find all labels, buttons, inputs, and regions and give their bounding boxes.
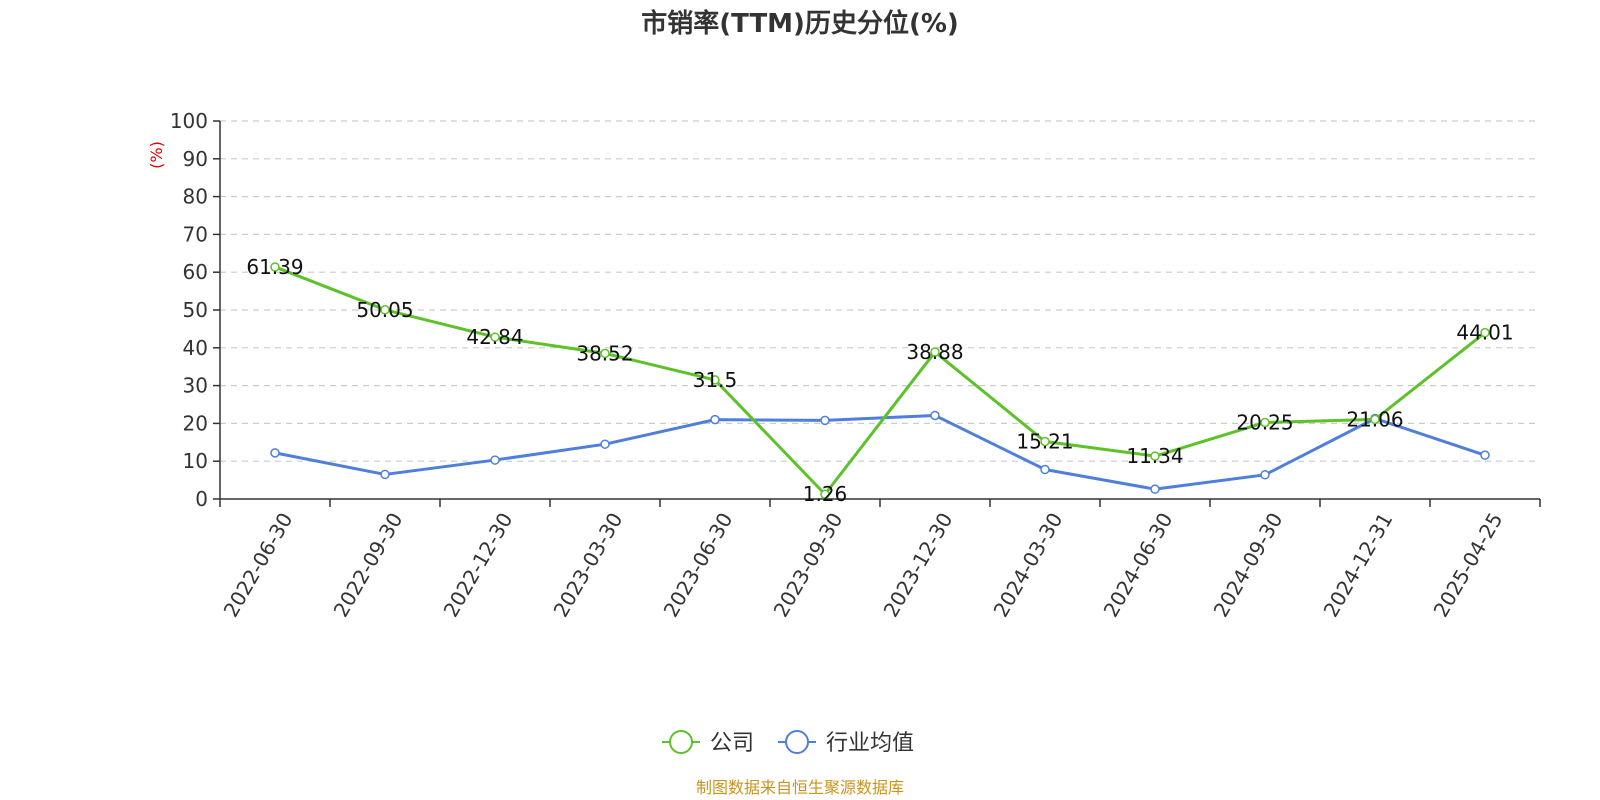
data-point (820, 415, 830, 426)
data-label: 50.05 (356, 298, 413, 322)
legend-label: 行业均值 (826, 731, 914, 756)
data-label: 42.84 (466, 325, 523, 349)
x-tick-label: 2022-06-30 (219, 509, 298, 622)
data-point (1040, 436, 1050, 447)
y-axis-label: (%) (147, 141, 166, 169)
data-point (1480, 327, 1490, 338)
data-point (270, 448, 280, 458)
data-point (710, 414, 720, 425)
series-layer (270, 262, 1490, 499)
x-tick-label: 2024-03-30 (989, 509, 1068, 622)
data-labels: 61.39 50.05 42.84 38.52 31.5 1.26 38.88 15.21 11… (246, 255, 1513, 506)
x-tick-label: 2024-12-31 (1319, 509, 1398, 622)
data-point (710, 375, 720, 385)
x-tick-label: 2022-09-30 (329, 509, 408, 622)
data-label: 20.25 (1236, 410, 1293, 434)
x-tick-label: 2025-04-25 (1429, 509, 1508, 622)
data-label: 21.06 (1346, 407, 1403, 431)
y-tick-label: 0 (195, 487, 208, 511)
x-tick-label: 2024-09-30 (1209, 509, 1288, 622)
y-tick-label: 90 (183, 147, 208, 171)
data-point (1370, 414, 1380, 425)
source-note: 制图数据来自恒生聚源数据库 (696, 778, 904, 797)
y-tick-label: 10 (183, 449, 208, 473)
legend-label: 公司 (710, 731, 754, 756)
legend-marker (785, 730, 810, 754)
data-point (1260, 417, 1270, 428)
axes: 0 10 20 30 40 50 60 70 80 90 100 2022-06-30 2022-09-… (170, 109, 1541, 622)
data-point (820, 489, 830, 499)
data-point (380, 305, 390, 315)
y-tick-label: 30 (183, 374, 208, 398)
data-point (1260, 470, 1270, 480)
y-tick-label: 100 (170, 109, 208, 133)
y-tick-label: 40 (183, 336, 208, 360)
data-label: 31.5 (693, 368, 738, 392)
series-line (274, 265, 1486, 496)
data-point (1150, 451, 1160, 461)
legend: 公司 行业均值 (662, 730, 914, 756)
data-label: 11.34 (1126, 444, 1183, 468)
data-point (270, 262, 280, 272)
data-point (600, 348, 610, 359)
x-tick-label: 2023-09-30 (769, 509, 848, 622)
data-point (1480, 450, 1490, 460)
y-tick-label: 70 (183, 222, 208, 246)
data-point (930, 410, 940, 421)
data-point (1150, 484, 1160, 494)
data-label: 15.21 (1016, 430, 1073, 454)
data-point (380, 469, 390, 480)
data-label: 38.88 (906, 340, 963, 364)
y-tick-label: 80 (183, 185, 208, 209)
data-label: 44.01 (1456, 321, 1513, 345)
series-line (274, 413, 1486, 491)
data-point (1040, 464, 1050, 475)
data-point (490, 332, 500, 342)
data-point (930, 347, 940, 357)
data-point (490, 455, 500, 465)
x-tick-label: 2024-06-30 (1099, 509, 1178, 622)
data-label: 1.26 (803, 482, 848, 506)
x-tick-label: 2023-12-30 (879, 509, 958, 622)
grid-lines (220, 120, 1540, 462)
x-tick-label: 2023-03-30 (549, 509, 628, 622)
chart-title: 市销率(TTM)历史分位(%) (641, 8, 959, 39)
y-tick-label: 60 (183, 260, 208, 284)
data-point (600, 439, 610, 449)
data-label: 61.39 (246, 255, 303, 279)
y-tick-label: 20 (183, 411, 208, 435)
data-label: 38.52 (576, 341, 633, 365)
y-tick-label: 50 (183, 298, 208, 322)
legend-marker (669, 730, 693, 754)
x-tick-label: 2022-12-30 (439, 509, 518, 622)
x-tick-label: 2023-06-30 (659, 509, 738, 622)
